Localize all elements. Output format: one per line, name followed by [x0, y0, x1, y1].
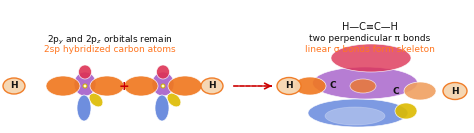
Text: C: C [392, 86, 399, 95]
Text: linear σ bonds form skeleton: linear σ bonds form skeleton [305, 45, 435, 54]
Ellipse shape [167, 93, 181, 107]
Ellipse shape [155, 95, 169, 121]
Text: H: H [451, 86, 459, 95]
Ellipse shape [312, 67, 418, 99]
Text: 2sp hybridized carbon atoms: 2sp hybridized carbon atoms [44, 45, 176, 54]
Ellipse shape [156, 65, 170, 79]
Ellipse shape [79, 65, 91, 79]
Ellipse shape [294, 77, 326, 95]
Text: H: H [208, 82, 216, 90]
Ellipse shape [161, 84, 165, 88]
Ellipse shape [83, 84, 87, 88]
Ellipse shape [124, 76, 158, 96]
Ellipse shape [152, 72, 174, 96]
Ellipse shape [46, 76, 80, 96]
Ellipse shape [3, 78, 25, 94]
Text: +: + [118, 80, 129, 92]
Ellipse shape [201, 78, 223, 94]
Text: two perpendicular π bonds: two perpendicular π bonds [310, 34, 430, 43]
Text: H: H [285, 82, 293, 90]
Text: 2p$_y$ and 2p$_z$ orbitals remain: 2p$_y$ and 2p$_z$ orbitals remain [47, 34, 173, 47]
Text: H: H [10, 82, 18, 90]
Ellipse shape [443, 82, 467, 99]
Ellipse shape [277, 78, 301, 95]
Ellipse shape [325, 107, 385, 125]
Ellipse shape [331, 44, 411, 72]
Ellipse shape [395, 103, 417, 119]
Ellipse shape [168, 76, 202, 96]
Ellipse shape [308, 99, 408, 127]
Ellipse shape [74, 72, 96, 96]
Text: C: C [330, 82, 337, 90]
Ellipse shape [350, 79, 376, 93]
Ellipse shape [90, 76, 124, 96]
Ellipse shape [77, 95, 91, 121]
Ellipse shape [89, 93, 103, 107]
Ellipse shape [404, 82, 436, 100]
Text: H—C≡C—H: H—C≡C—H [342, 22, 398, 32]
